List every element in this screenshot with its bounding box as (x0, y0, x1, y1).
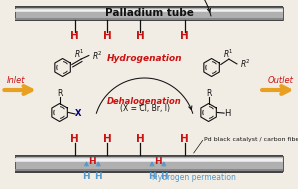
Text: X: X (75, 109, 81, 119)
Text: (X = Cl, Br, I): (X = Cl, Br, I) (119, 104, 170, 113)
Text: H: H (224, 109, 230, 118)
Text: H: H (180, 135, 189, 145)
Text: R: R (57, 89, 62, 98)
Bar (15, 6, 283, 8)
Text: H: H (148, 172, 156, 181)
Bar (15, 9, 283, 12)
Bar (15, 19, 283, 21)
Text: H: H (154, 157, 162, 167)
Text: H: H (103, 31, 112, 41)
Text: Outlet: Outlet (267, 76, 293, 85)
Bar (15, 158, 283, 162)
Text: Hydrogen permeation: Hydrogen permeation (152, 173, 236, 182)
Text: R: R (206, 89, 211, 98)
Bar (16, 159, 282, 160)
Text: H: H (70, 135, 79, 145)
Text: H: H (70, 31, 79, 41)
Text: $R^2$: $R^2$ (92, 50, 103, 62)
Text: Pd black catalyst / carbon fiber: Pd black catalyst / carbon fiber (204, 137, 298, 142)
Text: H: H (180, 31, 189, 41)
Text: H: H (83, 172, 90, 181)
Bar (15, 18, 283, 20)
Text: H: H (94, 172, 102, 181)
Bar (15, 155, 283, 157)
Text: H: H (160, 172, 168, 181)
Text: $R^1$: $R^1$ (74, 47, 85, 60)
Text: H: H (89, 157, 96, 167)
Bar (15, 7, 283, 20)
Bar (15, 169, 283, 171)
Bar (15, 156, 283, 171)
Text: H: H (136, 31, 145, 41)
Bar (15, 170, 283, 173)
Text: Palladium tube: Palladium tube (105, 9, 193, 19)
Bar (16, 10, 282, 11)
Text: Dehalogenation: Dehalogenation (107, 97, 182, 106)
Text: Hydrogenation: Hydrogenation (107, 54, 182, 63)
Text: Inlet: Inlet (7, 76, 26, 85)
Text: H: H (103, 135, 112, 145)
Text: $R^1$: $R^1$ (223, 47, 234, 60)
Text: $R^2$: $R^2$ (240, 58, 251, 70)
Text: H: H (136, 135, 145, 145)
